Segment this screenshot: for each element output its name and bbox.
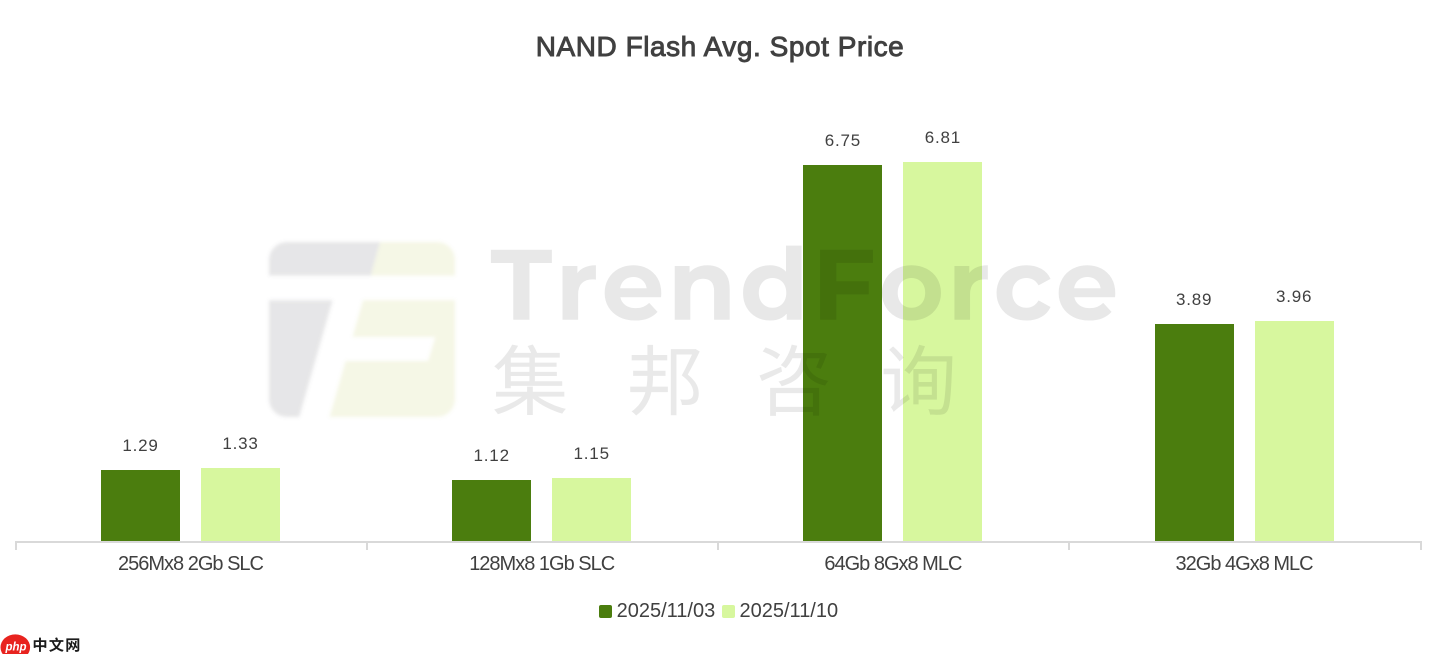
svg-text:php: php (4, 642, 26, 654)
